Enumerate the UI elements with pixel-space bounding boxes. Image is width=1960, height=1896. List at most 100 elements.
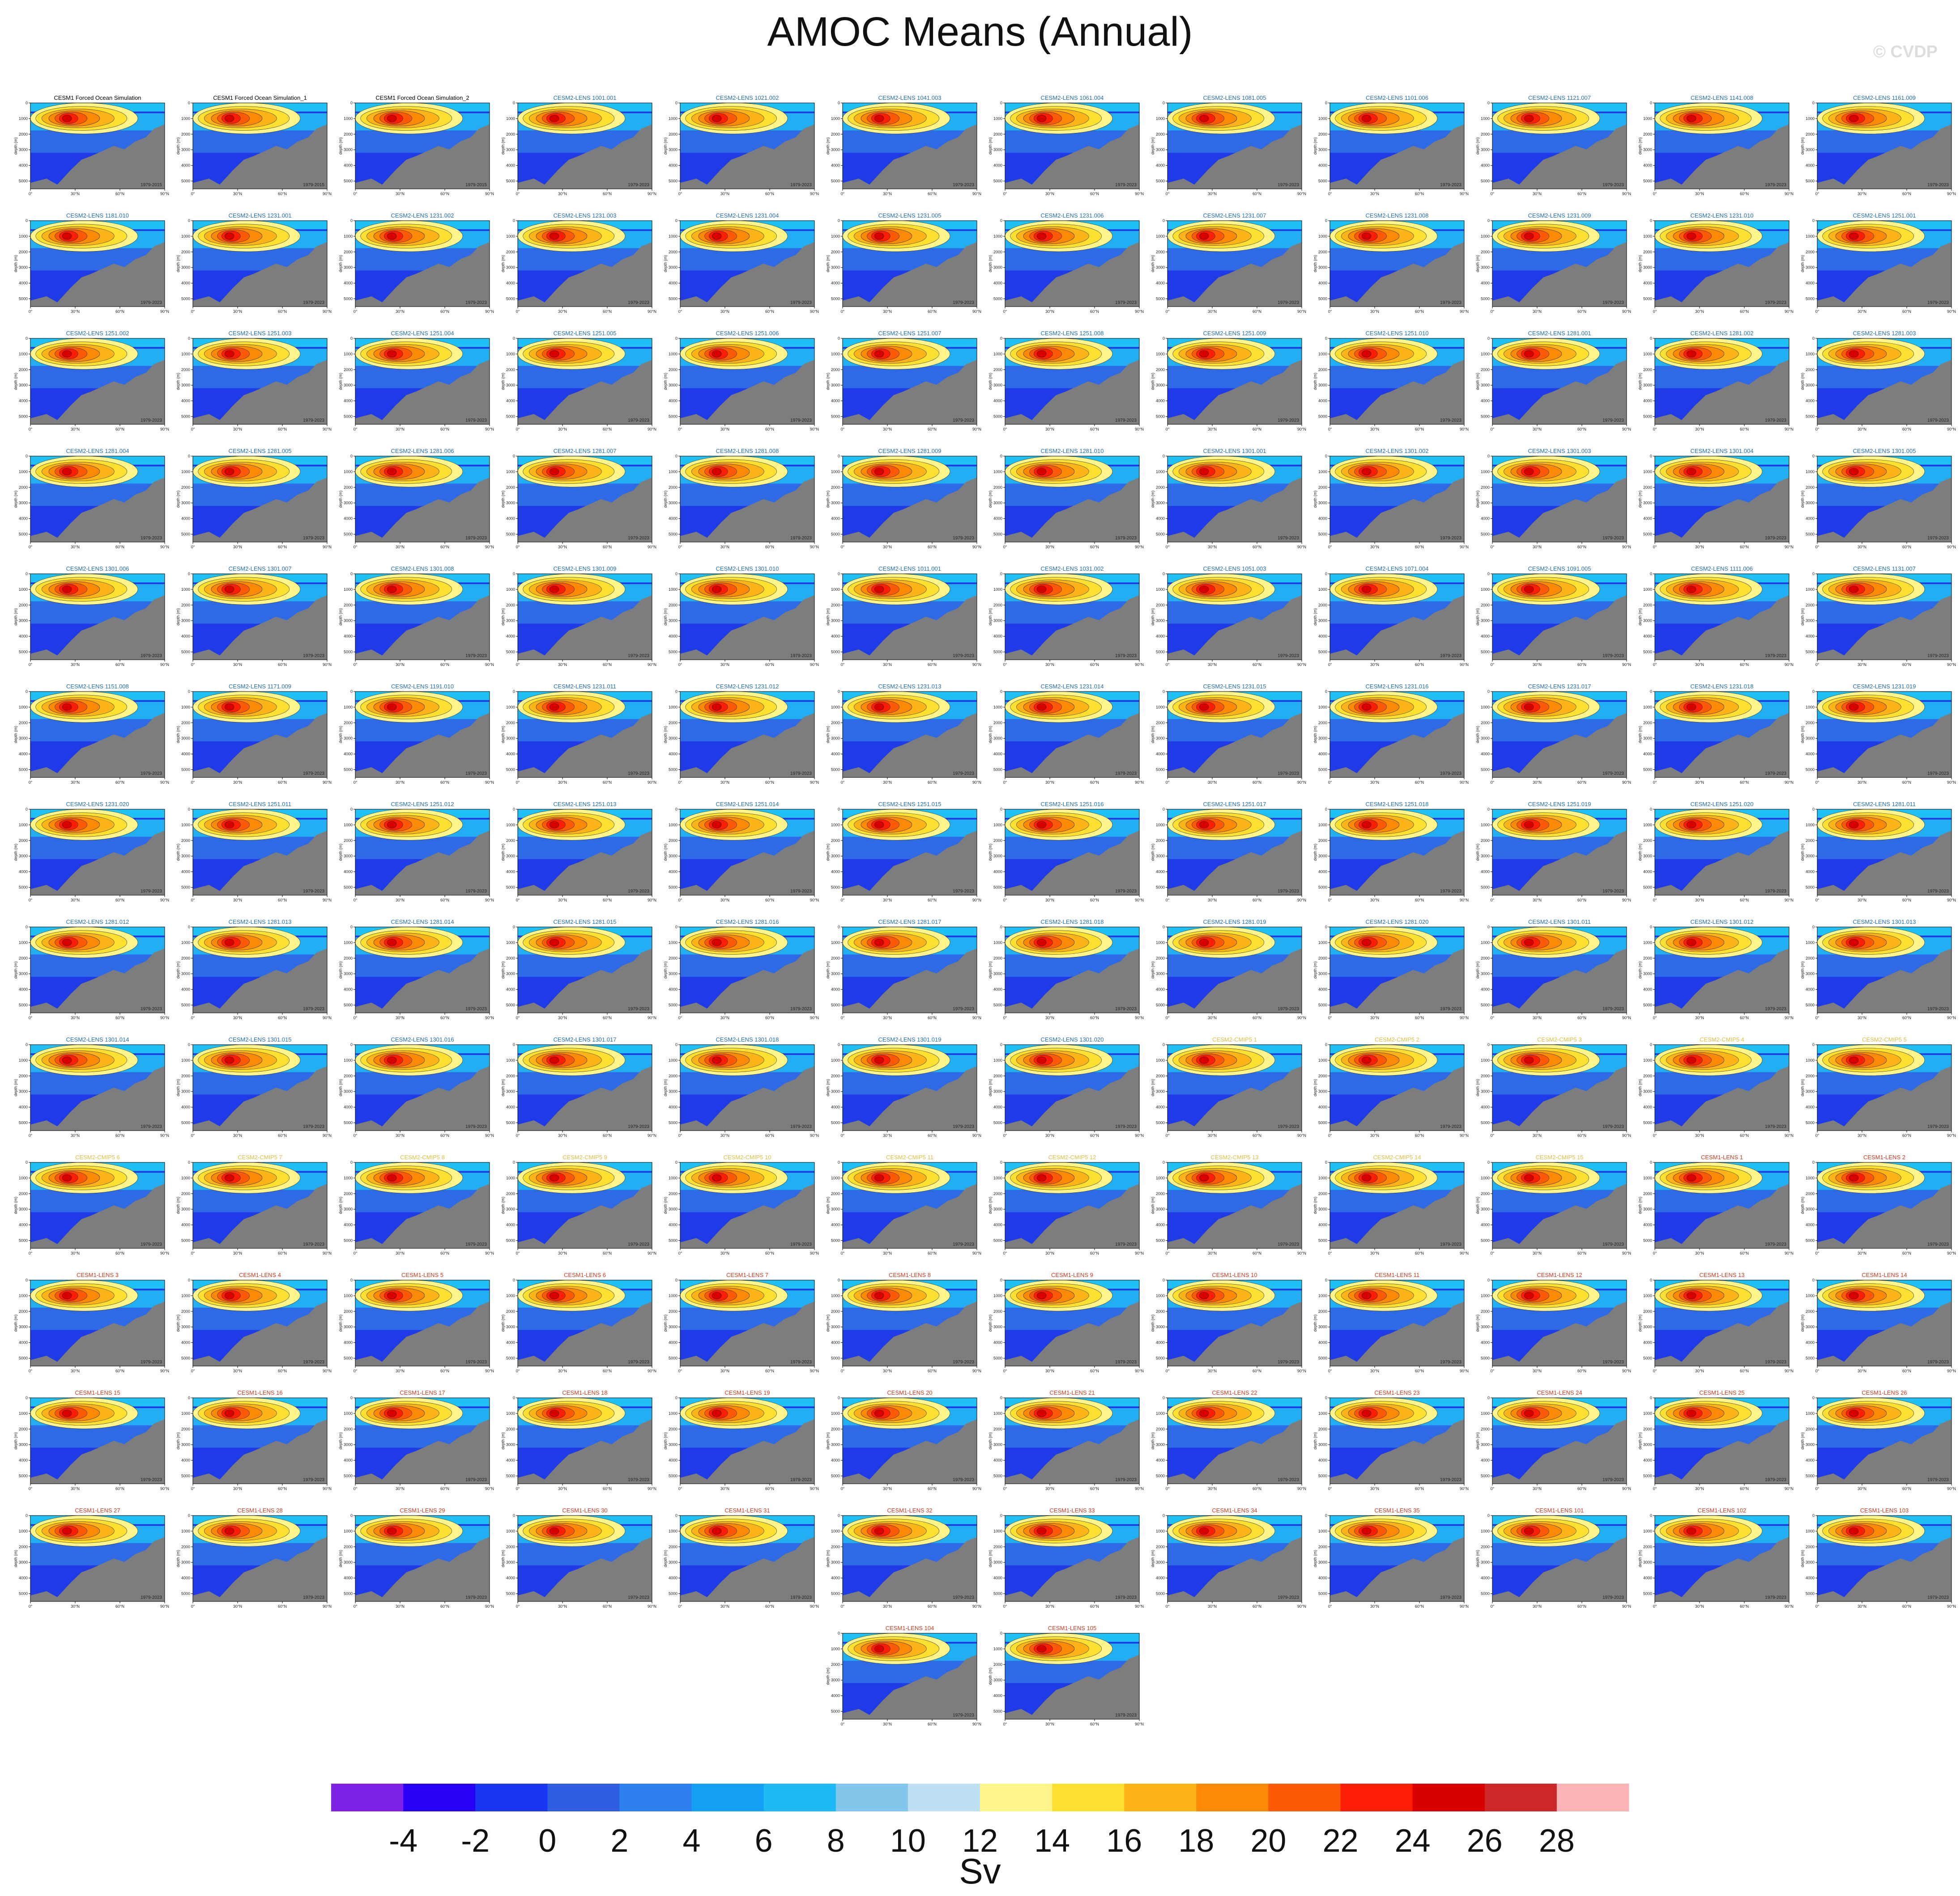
y-tick-label: 1000 xyxy=(344,234,353,239)
y-tick-label: 1000 xyxy=(1806,1176,1815,1180)
y-tick-label: 2000 xyxy=(181,1191,190,1196)
y-tick-label: 4000 xyxy=(1806,870,1815,874)
y-axis-label: depth (m) xyxy=(1638,1432,1642,1450)
panel-title: CESM2-LENS 1231.010 xyxy=(1691,212,1754,219)
y-tick-label: 3000 xyxy=(181,383,190,388)
x-tick-label: 90°N xyxy=(810,1133,819,1138)
y-tick-label: 0 xyxy=(1000,572,1002,576)
panel-title: CESM2-CMIP5 15 xyxy=(1536,1154,1584,1161)
y-tick-label: 5000 xyxy=(993,179,1002,184)
cell-contour xyxy=(549,939,559,946)
x-tick-label: 30°N xyxy=(558,898,567,902)
x-tick-label: 60°N xyxy=(765,1486,774,1491)
y-tick-label: 0 xyxy=(1487,1160,1490,1165)
y-tick-label: 2000 xyxy=(506,1191,515,1196)
x-tick-label: 30°N xyxy=(1370,192,1379,196)
y-tick-label: 3000 xyxy=(344,1207,353,1212)
panel-frame xyxy=(1654,102,1790,189)
colorbar: -4 -2 0 2 4 6 8 10 12 14 16 18 20 22 24 26 28 xyxy=(331,1784,1629,1859)
y-tick-label: 3000 xyxy=(181,1443,190,1447)
y-tick-label: 3000 xyxy=(1643,501,1652,505)
y-axis-label: depth (m) xyxy=(1475,1432,1480,1450)
panel-title: CESM2-LENS 1251.004 xyxy=(391,330,454,337)
y-tick-label: 0 xyxy=(1650,807,1652,811)
y-tick-label: 1000 xyxy=(19,1529,28,1533)
y-tick-label: 3000 xyxy=(993,1089,1002,1094)
bathymetry xyxy=(843,124,977,189)
y-axis-label: depth (m) xyxy=(1638,608,1642,626)
y-tick-label: 3000 xyxy=(1806,1089,1815,1094)
y-tick-label: 4000 xyxy=(1318,163,1327,168)
x-tick-label: 0° xyxy=(678,662,682,667)
x-tick-label: 60°N xyxy=(1740,898,1749,902)
panel-title: CESM1-LENS 4 xyxy=(239,1272,281,1278)
y-tick-label: 0 xyxy=(675,925,677,929)
cell-contour xyxy=(1361,939,1372,946)
y-tick-label: 0 xyxy=(838,454,840,458)
x-tick-label: 90°N xyxy=(1460,780,1469,785)
x-tick-label: 0° xyxy=(678,780,682,785)
y-tick-label: 3000 xyxy=(993,736,1002,741)
y-tick-label: 5000 xyxy=(1806,1121,1815,1125)
y-tick-label: 2000 xyxy=(993,1662,1002,1667)
x-tick-label: 90°N xyxy=(1297,1016,1306,1020)
panel-title: CESM1-LENS 6 xyxy=(564,1272,606,1278)
y-tick-label: 3000 xyxy=(1806,1560,1815,1565)
y-tick-label: 1000 xyxy=(1318,352,1327,356)
x-tick-label: 90°N xyxy=(972,427,981,431)
x-tick-label: 0° xyxy=(1166,780,1170,785)
panel-period: 1979-2023 xyxy=(1115,1713,1137,1718)
panel-period: 1979-2023 xyxy=(628,183,649,188)
x-tick-label: 90°N xyxy=(648,1133,656,1138)
y-tick-label: 3000 xyxy=(344,1089,353,1094)
y-tick-label: 4000 xyxy=(1156,1223,1165,1227)
x-tick-label: 30°N xyxy=(1695,1369,1704,1373)
cell-contour xyxy=(874,1645,884,1653)
y-tick-label: 3000 xyxy=(506,148,515,152)
x-tick-label: 30°N xyxy=(1208,1133,1217,1138)
panel-title: CESM2-CMIP5 3 xyxy=(1537,1036,1582,1043)
x-tick-label: 30°N xyxy=(883,1486,892,1491)
y-tick-label: 4000 xyxy=(1643,870,1652,874)
y-tick-label: 1000 xyxy=(19,587,28,592)
colorbar-tick-label: 16 xyxy=(1106,1823,1142,1859)
y-tick-label: 3000 xyxy=(1318,501,1327,505)
x-tick-label: 30°N xyxy=(1045,662,1054,667)
panel-period: 1979-2023 xyxy=(790,1242,812,1247)
x-tick-label: 90°N xyxy=(323,427,332,431)
y-tick-label: 2000 xyxy=(993,132,1002,137)
panel-period: 1979-2023 xyxy=(1278,1007,1299,1012)
y-tick-label: 1000 xyxy=(506,1058,515,1063)
panel-period: 1979-2023 xyxy=(1440,1595,1461,1600)
y-tick-label: 5000 xyxy=(1481,532,1490,537)
y-tick-label: 1000 xyxy=(1156,234,1165,239)
y-axis-label: depth (m) xyxy=(176,1079,180,1097)
y-tick-label: 0 xyxy=(1812,1160,1815,1165)
x-tick-label: 90°N xyxy=(648,898,656,902)
x-tick-label: 60°N xyxy=(115,545,124,549)
y-tick-label: 1000 xyxy=(831,1411,840,1416)
cell-contour xyxy=(1361,232,1372,240)
y-tick-label: 2000 xyxy=(181,603,190,607)
y-tick-label: 2000 xyxy=(1806,367,1815,372)
y-tick-label: 2000 xyxy=(181,721,190,725)
x-tick-label: 90°N xyxy=(972,1369,981,1373)
y-tick-label: 3000 xyxy=(831,383,840,388)
y-tick-label: 0 xyxy=(26,925,28,929)
y-axis-label: depth (m) xyxy=(338,1197,343,1214)
x-tick-label: 90°N xyxy=(810,780,819,785)
y-tick-label: 1000 xyxy=(831,940,840,945)
x-tick-label: 60°N xyxy=(115,1016,124,1020)
cell-contour xyxy=(1524,115,1534,122)
cell-contour xyxy=(1524,468,1534,475)
y-axis-label: depth (m) xyxy=(1313,608,1317,626)
